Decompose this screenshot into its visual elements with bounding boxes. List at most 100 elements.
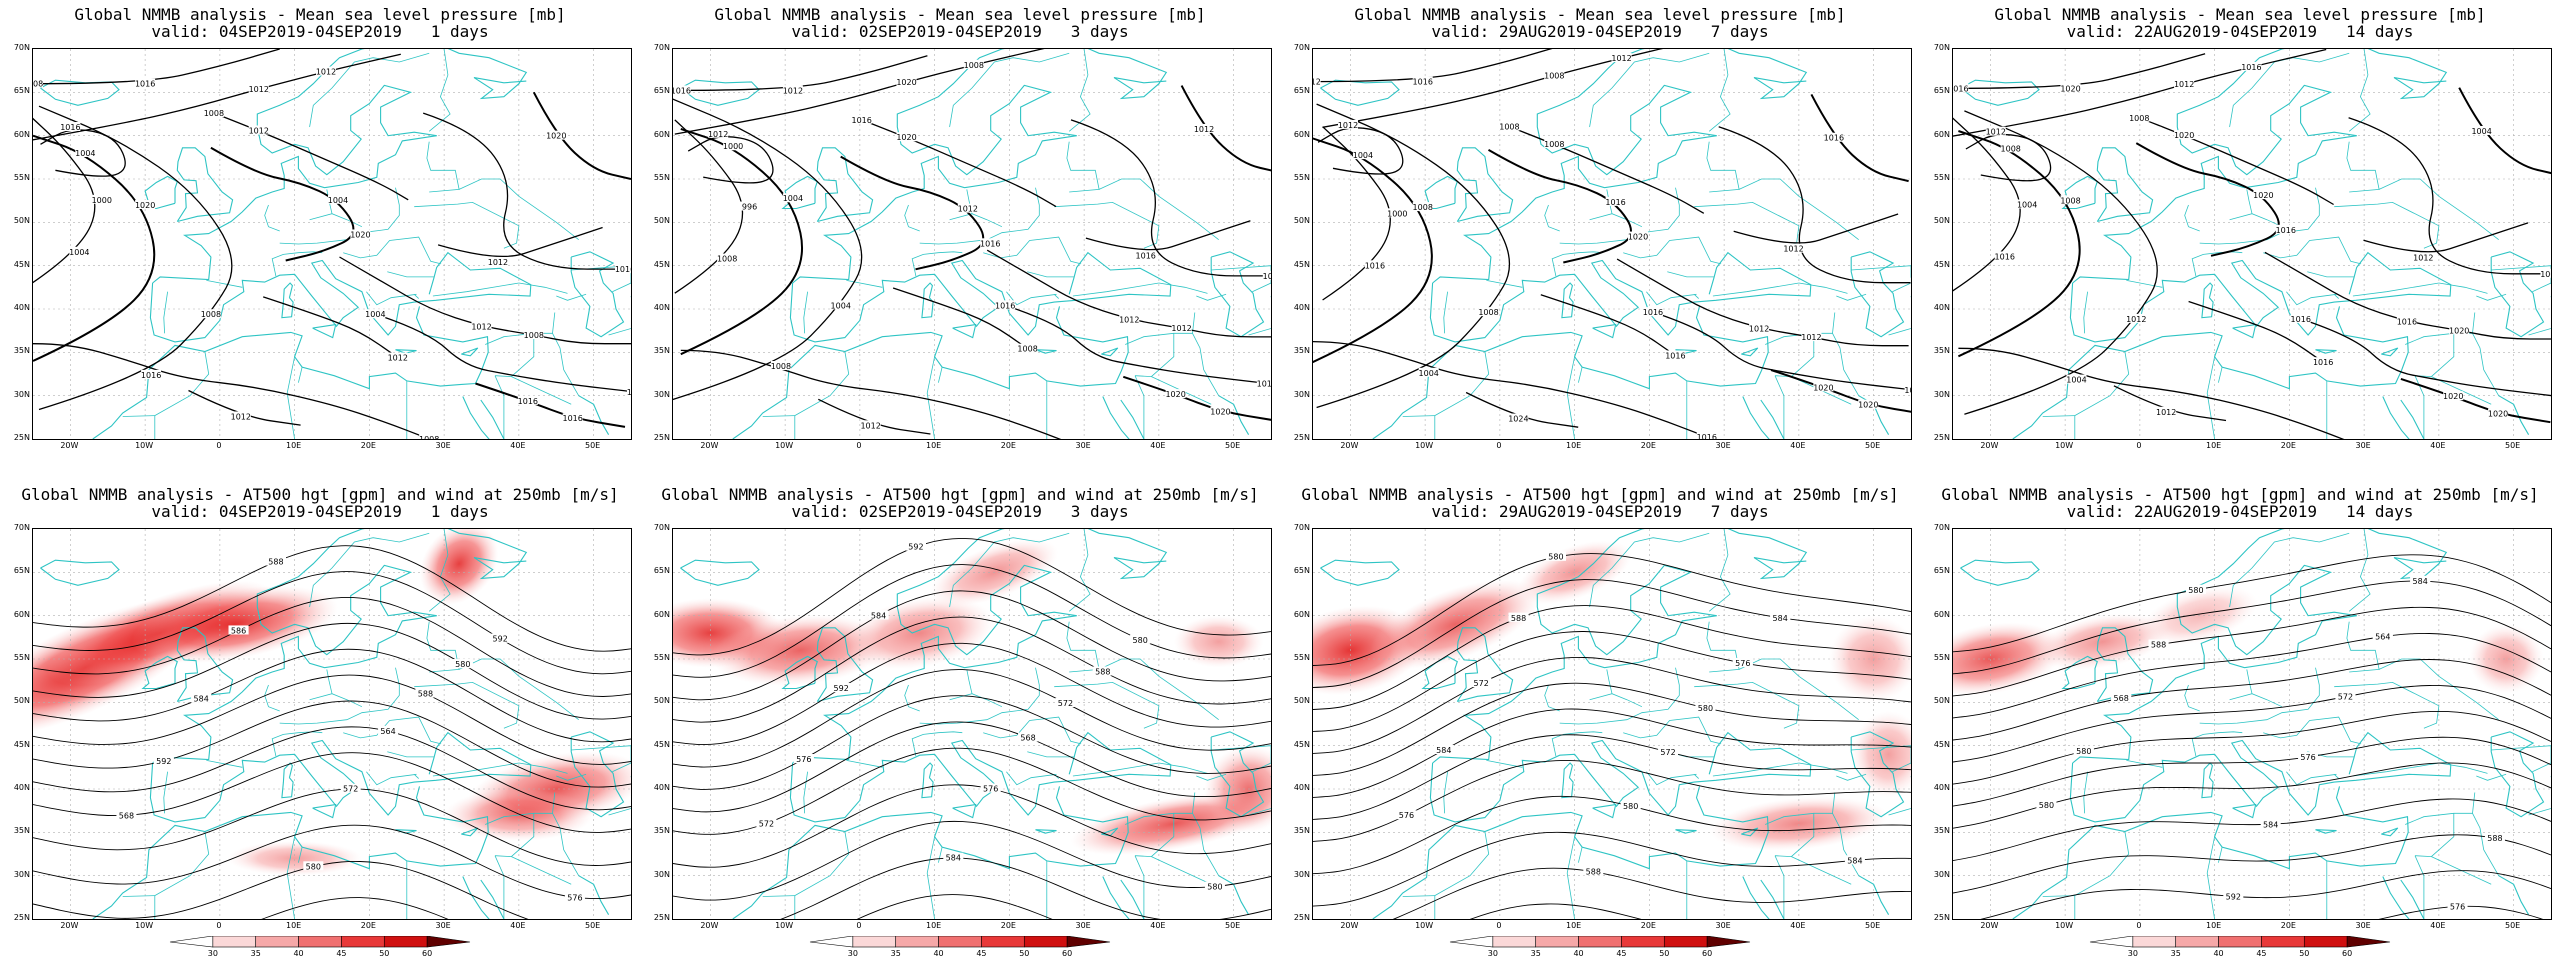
- latitude-label: 45N: [1933, 739, 1950, 749]
- contour-label-bg: [782, 193, 803, 203]
- contour-line: [1313, 137, 1433, 364]
- contour-label: 1020: [2488, 410, 2508, 419]
- country-border: [1559, 187, 1680, 245]
- country-border: [2184, 684, 2200, 712]
- country-border: [154, 831, 210, 919]
- contour-label-bg: [1092, 666, 1113, 676]
- contour-label: 1012: [2126, 315, 2146, 324]
- contour-line: [1313, 831, 1911, 907]
- country-border: [163, 771, 168, 814]
- country-border: [2346, 141, 2380, 193]
- country-border: [2083, 771, 2088, 814]
- country-border: [1589, 213, 1643, 228]
- country-border: [1402, 415, 1435, 417]
- country-border: [1774, 855, 1785, 919]
- contour-line: [2188, 300, 2324, 363]
- longitude-label: 10E: [2206, 441, 2222, 450]
- colorbar-segment: [2346, 936, 2391, 948]
- latitude-label: 70N: [1933, 43, 1950, 52]
- contour-line: [2300, 318, 2551, 397]
- country-border: [762, 895, 795, 897]
- latitude-label: 30N: [1933, 389, 1950, 399]
- latitude-label: 35N: [1293, 826, 1310, 836]
- contour-label: 572: [1660, 748, 1675, 757]
- longitude-label: 0: [216, 441, 222, 450]
- contour-line: [33, 824, 631, 900]
- coastline: [680, 559, 760, 586]
- contour-label-bg: [1611, 53, 1632, 63]
- map-area: 996 1000 1004 1008 1012 1016 1020 1012 1016 1020 1…: [672, 48, 1272, 440]
- country-border: [458, 178, 579, 241]
- contour-label-bg: [1642, 307, 1663, 317]
- country-border: [1712, 282, 1799, 297]
- contour-label: 1008: [419, 435, 439, 439]
- colorbar-tick-label: 50: [1019, 949, 1030, 958]
- coastline: [2232, 323, 2257, 339]
- contour-label: 588: [1095, 667, 1110, 676]
- contour-label-bg: [1696, 431, 1717, 439]
- country-border: [286, 356, 295, 439]
- latitude-label: 55N: [1293, 173, 1310, 182]
- latitude-label: 65N: [1933, 86, 1950, 96]
- contour-line: [437, 226, 603, 258]
- contour-label-bg: [1499, 121, 1520, 131]
- contour-label-bg: [2260, 819, 2281, 829]
- colorbar-tick-label: 40: [2213, 949, 2224, 958]
- coastline: [789, 731, 1172, 823]
- contour-label-bg: [2066, 374, 2087, 384]
- country-border: [2414, 813, 2455, 858]
- latitude-label: 50N: [653, 216, 670, 226]
- coastline: [2382, 876, 2410, 919]
- contour-label-bg: [1471, 678, 1492, 688]
- country-border: [163, 291, 168, 334]
- coastline: [149, 731, 532, 823]
- latitude-label: 25N: [653, 913, 670, 922]
- country-border: [494, 375, 505, 439]
- country-border: [556, 293, 587, 301]
- contour-line: [1953, 834, 2551, 894]
- contour-line: [673, 747, 1271, 835]
- contour-label-bg: [2410, 575, 2431, 585]
- coastline: [1210, 731, 1265, 818]
- colorbar-tick-label: 60: [2342, 949, 2353, 958]
- contour-line: [1322, 49, 1664, 128]
- longitude-label: 30E: [435, 921, 451, 930]
- contour-line: [1957, 130, 2081, 358]
- contour-label: 572: [343, 785, 358, 794]
- country-border: [552, 813, 580, 876]
- coastline: [921, 282, 934, 319]
- coastline: [1561, 282, 1574, 319]
- contour-label-bg: [2060, 195, 2081, 205]
- coastline: [1742, 876, 1770, 919]
- coastline: [578, 395, 610, 435]
- map-svg: 1000 1004 1008 1012 1016 1020 1008 1012 1016 1020…: [1313, 49, 1911, 439]
- contour-label: 1016: [1263, 272, 1271, 281]
- latitude-label: 50N: [1933, 696, 1950, 706]
- contour-label-bg: [2126, 313, 2147, 323]
- colorbar-segment: [1621, 936, 1665, 948]
- country-border: [2438, 762, 2488, 774]
- contour-label-bg: [626, 387, 631, 397]
- country-border: [1589, 532, 1710, 608]
- map-panel: Global NMMB analysis - AT500 hgt [gpm] a…: [640, 480, 1280, 960]
- jet-shading: [710, 614, 890, 686]
- contour-line: [673, 784, 1271, 868]
- latitude-label: 30N: [653, 869, 670, 879]
- country-border: [1006, 291, 1057, 306]
- contour-line: [375, 313, 631, 393]
- longitude-label: 0: [2136, 441, 2142, 450]
- longitude-label: 0: [2136, 921, 2142, 930]
- contour-label-bg: [1337, 119, 1358, 129]
- coastline: [40, 559, 120, 586]
- colorbar-tick-label: 45: [336, 949, 347, 958]
- coastline: [2176, 529, 2357, 656]
- contour-label-bg: [2156, 406, 2177, 416]
- panel-valid-line: valid: 02SEP2019-04SEP2019 3 days: [791, 22, 1129, 41]
- latitude-label: 45N: [13, 259, 30, 269]
- latitude-label: 65N: [653, 566, 670, 576]
- coastline: [2072, 615, 2357, 764]
- contour-line: [1313, 340, 1708, 438]
- contour-label-bg: [1801, 332, 1822, 342]
- country-border: [511, 376, 572, 405]
- contour-label-bg: [2253, 190, 2274, 200]
